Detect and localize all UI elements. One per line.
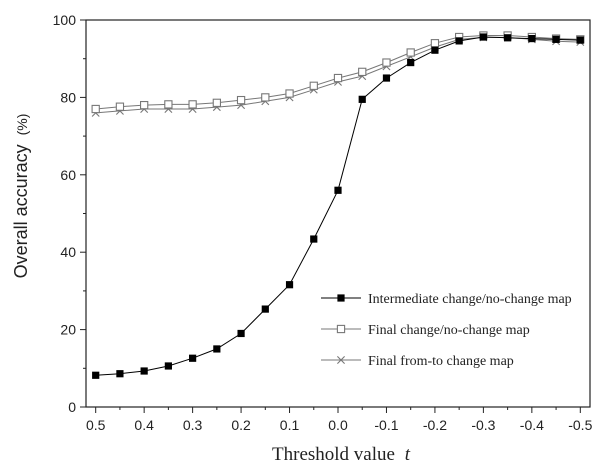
series-0-point	[552, 35, 560, 43]
series-0-point	[285, 281, 294, 289]
axes: 0 20 40 60 80 100 0.5 0.4 0.3 0.2 0.1 0.0 -0.1 -0.2 -0…	[53, 12, 593, 433]
legend-label: Final from-to change map	[368, 354, 514, 369]
legend-marker	[336, 324, 346, 334]
series-1-point	[115, 102, 125, 111]
series-0-point	[310, 235, 318, 243]
series-1-point	[236, 95, 246, 105]
series-1-point	[382, 58, 391, 67]
x-tick-label: -0.5	[568, 417, 592, 433]
x-tick-label: 0.3	[183, 417, 203, 433]
y-tick-label: 100	[53, 12, 77, 28]
series-1-point	[140, 100, 149, 110]
legend-marker	[337, 294, 345, 302]
series-line-1	[95, 35, 581, 110]
series-1-point	[333, 73, 343, 83]
series-0-point	[576, 36, 584, 44]
series-0-point	[237, 329, 245, 338]
series-1-point	[164, 100, 173, 109]
series-0-point	[261, 305, 269, 313]
y-tick-label: 40	[60, 244, 76, 260]
x-tick-label: -0.2	[423, 417, 447, 433]
series-0-point	[92, 371, 100, 379]
series-0-point	[189, 354, 197, 362]
legend: Intermediate change/no-change map Final c…	[321, 292, 572, 369]
series-0-point	[382, 74, 391, 82]
series-0-point	[213, 345, 221, 353]
y-tick-label: 60	[60, 167, 76, 183]
series-1-point	[285, 89, 294, 98]
series-1-point	[91, 104, 100, 114]
x-tick-label: -0.3	[471, 417, 495, 433]
series-layer	[91, 31, 585, 379]
x-tick-label: 0.1	[280, 417, 300, 433]
series-0-point	[358, 95, 366, 103]
x-tick-label: 0.2	[231, 417, 251, 433]
series-0-point	[334, 186, 342, 194]
series-1-point	[309, 81, 318, 90]
series-0-point	[407, 58, 415, 67]
y-tick-label: 0	[68, 399, 76, 415]
legend-label: Final change/no-change map	[368, 323, 530, 338]
series-1-point	[406, 48, 415, 57]
series-0-point	[116, 370, 124, 378]
legend-marker-stroke	[337, 356, 345, 364]
series-0-point	[479, 33, 487, 41]
legend-marker	[337, 356, 345, 364]
series-0-point	[431, 46, 439, 54]
series-1-point	[188, 100, 197, 109]
x-tick-label: -0.4	[520, 417, 544, 433]
x-axis-title: Threshold value t	[272, 444, 411, 465]
series-0-point	[164, 362, 172, 370]
series-1-point	[261, 93, 270, 102]
y-tick-label: 80	[60, 89, 76, 105]
y-axis-title: Overall accuracy (%)	[11, 114, 31, 279]
series-0-point	[140, 367, 148, 375]
series-1-point	[430, 39, 440, 48]
x-tick-label: 0.4	[134, 417, 154, 433]
series-0-point	[528, 34, 536, 43]
x-tick-label: 0.5	[86, 417, 106, 433]
series-1-point	[358, 67, 367, 77]
legend-label: Intermediate change/no-change map	[368, 292, 572, 307]
x-tick-label: 0.0	[328, 417, 348, 433]
series-0-point	[455, 37, 463, 45]
x-tick-label: -0.1	[374, 417, 398, 433]
series-1-point	[212, 98, 221, 107]
series-0-point	[504, 34, 512, 42]
y-tick-label: 20	[60, 322, 76, 338]
